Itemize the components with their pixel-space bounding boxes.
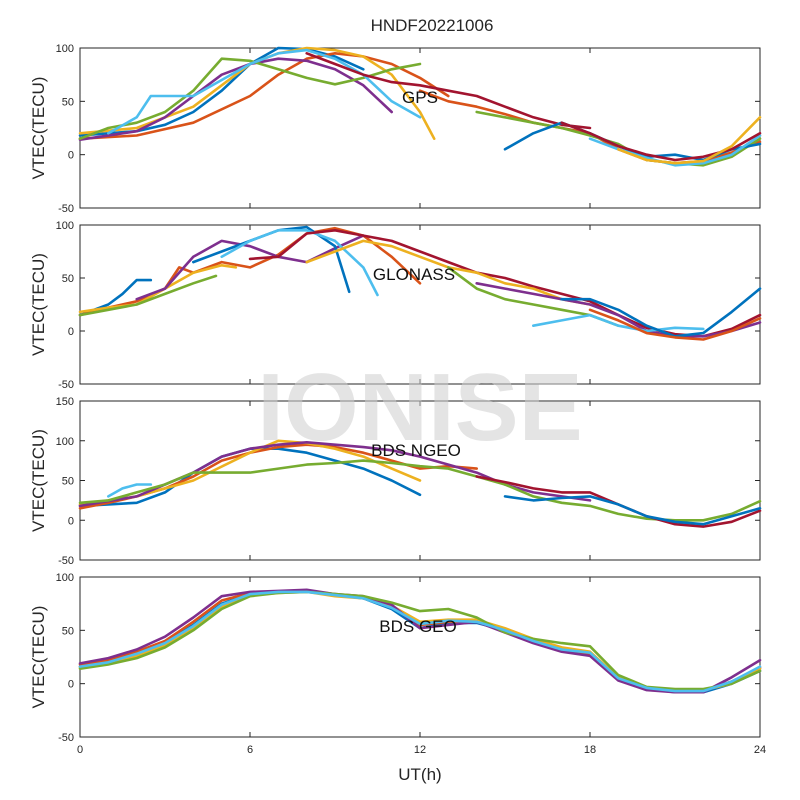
y-tick-label: 50	[62, 273, 74, 285]
x-tick-label: 12	[414, 744, 426, 756]
x-tick-label: 0	[77, 744, 83, 756]
y-tick-label: 150	[56, 396, 74, 408]
y-tick-label: 100	[56, 572, 74, 584]
y-tick-label: -50	[58, 732, 74, 744]
series-line	[107, 483, 153, 498]
x-tick-label: 24	[754, 744, 766, 756]
panel-label: GLONASS	[373, 265, 455, 284]
series-line	[78, 57, 422, 140]
series-line	[78, 588, 762, 694]
x-tick-label: 18	[584, 744, 596, 756]
series-line	[135, 234, 365, 301]
x-tick-label: 6	[247, 744, 253, 756]
y-tick-label: -50	[58, 555, 74, 567]
series-line	[475, 281, 762, 338]
y-tick-label: 0	[68, 326, 74, 338]
panel-1: -50 0 50 100 VTEC(TECU) GPS	[29, 43, 762, 215]
series-line	[475, 110, 762, 167]
panel-label: BDS NGEO	[371, 441, 461, 460]
y-tick-label: 0	[68, 515, 74, 527]
series-line	[248, 229, 762, 338]
y-tick-label: 100	[56, 43, 74, 55]
series-line	[503, 495, 762, 526]
y-axis-title: VTEC(TECU)	[29, 77, 48, 180]
y-tick-label: 50	[62, 96, 74, 108]
y-tick-label: -50	[58, 203, 74, 215]
series-line	[588, 308, 762, 341]
series-line	[78, 590, 762, 693]
series-line	[560, 287, 762, 338]
series-line	[220, 229, 379, 297]
series-line	[78, 274, 218, 317]
x-axis-title: UT(h)	[398, 765, 441, 784]
y-axis-title: VTEC(TECU)	[29, 606, 48, 709]
y-tick-label: 0	[68, 679, 74, 691]
series-line	[78, 459, 762, 522]
panel-label: BDS GEO	[379, 617, 456, 636]
y-tick-label: 100	[56, 436, 74, 448]
y-tick-label: 100	[56, 220, 74, 232]
panel-frame	[79, 47, 761, 209]
y-axis-title: VTEC(TECU)	[29, 253, 48, 356]
panel-frame	[79, 576, 761, 738]
watermark: IONISE	[257, 354, 582, 461]
series-line	[305, 51, 592, 130]
y-axis-title: VTEC(TECU)	[29, 429, 48, 532]
panel-label: GPS	[402, 88, 438, 107]
y-tick-label: 50	[62, 625, 74, 637]
panel-3: -50 0 50 100 150 VTEC(TECU) BDS NGEO	[29, 396, 762, 567]
chart-title: HNDF20221006	[371, 16, 494, 35]
series-line	[531, 313, 705, 333]
series-line	[616, 116, 762, 165]
y-tick-label: 0	[68, 150, 74, 162]
series-line	[560, 121, 762, 162]
panel-2: -50 0 50 100 VTEC(TECU) GLONASS	[29, 220, 762, 391]
y-tick-label: -50	[58, 379, 74, 391]
series-line	[107, 48, 422, 135]
y-tick-label: 50	[62, 476, 74, 488]
